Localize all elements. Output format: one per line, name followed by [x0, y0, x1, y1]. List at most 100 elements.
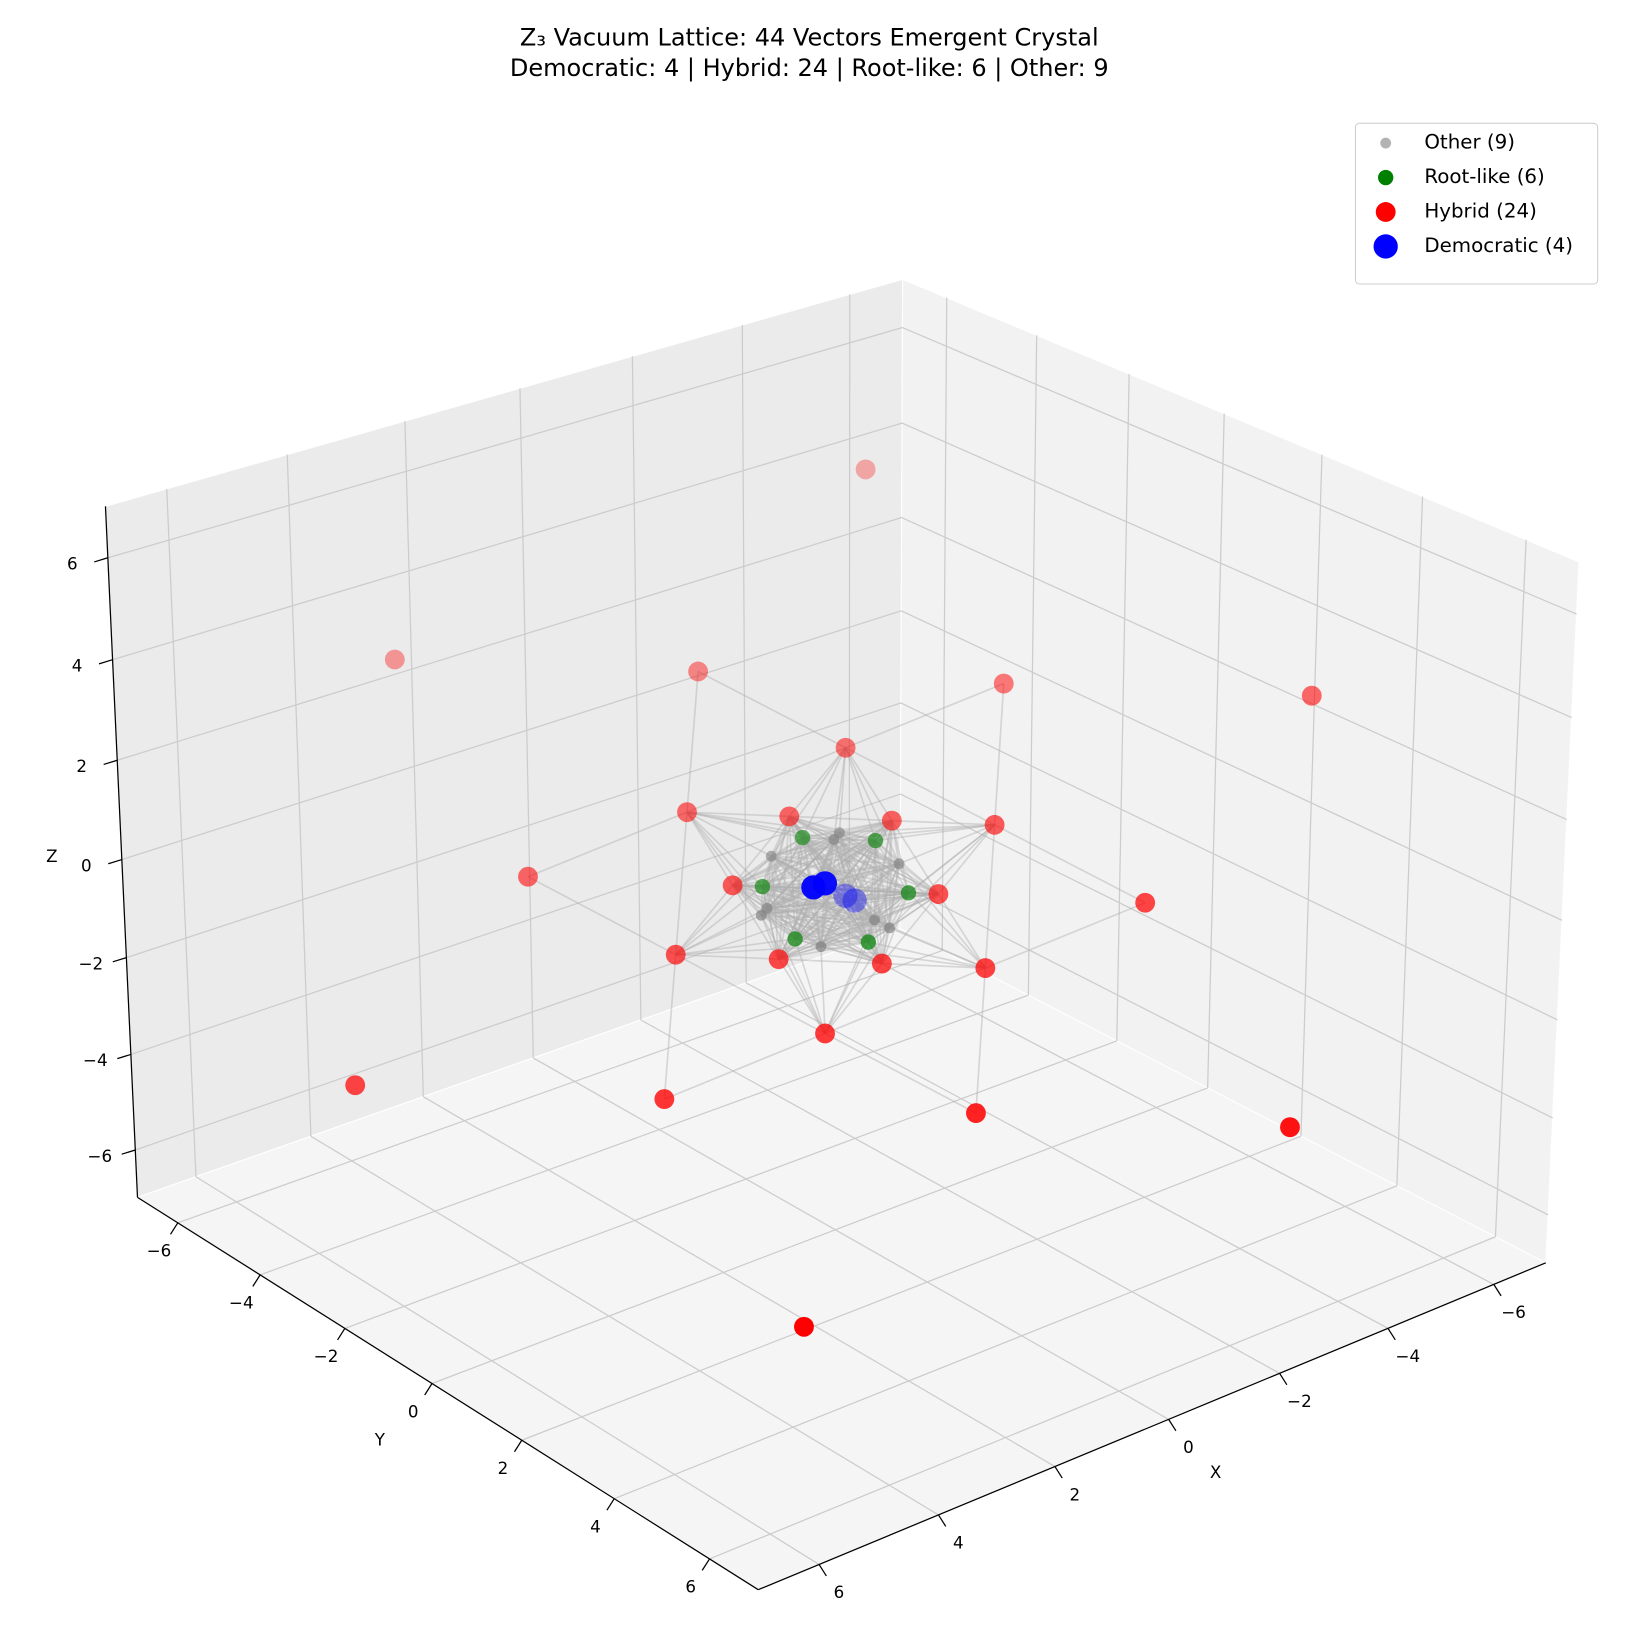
grid-line: [901, 422, 1572, 719]
connection: [761, 914, 869, 943]
grid-line: [422, 1096, 1056, 1468]
connection: [838, 832, 891, 929]
connection: [675, 884, 734, 956]
grid-line: [431, 1087, 1208, 1385]
connection: [686, 811, 803, 839]
connection: [732, 815, 790, 886]
x-tick: [1054, 1466, 1063, 1479]
connection: [824, 862, 900, 885]
connection: [663, 954, 677, 1100]
connection: [845, 895, 856, 902]
legend-box: [1354, 122, 1599, 285]
connection: [845, 682, 1005, 749]
legend-marker: [1375, 202, 1396, 222]
connection: [874, 840, 891, 929]
connection: [820, 895, 847, 947]
connection: [833, 839, 856, 901]
grid-line: [121, 610, 902, 861]
connection: [844, 895, 883, 964]
connection: [732, 836, 804, 887]
connection: [761, 914, 890, 929]
connection: [732, 884, 855, 902]
z-tick: [117, 1053, 132, 1060]
connection: [731, 884, 780, 960]
z-tick: [112, 957, 127, 963]
grid-line: [310, 1135, 939, 1516]
connection: [853, 840, 877, 901]
connection: [766, 899, 855, 910]
connection: [820, 927, 890, 948]
connection: [770, 855, 822, 947]
y-tick: [337, 1328, 346, 1341]
point: [801, 875, 826, 900]
connection: [766, 907, 822, 948]
connection: [874, 824, 996, 921]
point: [384, 649, 405, 670]
connection: [686, 811, 762, 916]
grid-line: [166, 488, 197, 1177]
connection: [891, 820, 940, 895]
point: [1280, 1117, 1300, 1138]
connection: [824, 882, 883, 965]
connection: [881, 820, 893, 964]
point: [871, 953, 892, 974]
connection: [833, 824, 995, 841]
connection: [760, 832, 841, 916]
connection: [854, 863, 900, 902]
point: [835, 737, 856, 758]
point: [833, 883, 858, 908]
grid-line: [259, 994, 1029, 1276]
connection: [838, 832, 910, 894]
connection: [760, 837, 804, 916]
x-tick: [818, 1564, 827, 1577]
connection: [788, 816, 796, 939]
grid-line: [130, 793, 901, 1056]
x-axis-label: X: [1210, 1462, 1221, 1482]
connection: [888, 863, 900, 928]
x-tick: [1387, 1327, 1396, 1341]
connection: [888, 820, 893, 928]
connection: [760, 914, 883, 965]
connection: [844, 820, 893, 897]
connection: [875, 824, 995, 842]
connection: [802, 819, 892, 839]
connection: [824, 967, 986, 1035]
connection: [771, 855, 900, 865]
connection: [686, 811, 790, 818]
connection: [788, 815, 909, 894]
connection: [778, 895, 847, 960]
connection: [766, 907, 890, 929]
connection: [839, 831, 939, 895]
point: [1135, 892, 1156, 913]
connection: [801, 747, 847, 838]
connection: [854, 893, 939, 902]
connection: [794, 895, 847, 940]
z-tick-label: 6: [67, 554, 78, 574]
point: [1301, 685, 1322, 706]
connection: [907, 892, 986, 969]
x-tick-label: 2: [1069, 1484, 1080, 1504]
connection: [820, 945, 883, 965]
connection: [788, 816, 815, 888]
x-tick-label: −2: [1287, 1391, 1312, 1411]
legend-marker: [1378, 169, 1394, 186]
grid-line: [709, 1236, 1496, 1560]
connection: [766, 839, 835, 909]
connection: [824, 963, 883, 1034]
point: [984, 814, 1005, 835]
connection: [794, 919, 875, 940]
connection: [761, 832, 840, 888]
connection: [788, 815, 900, 865]
grid-line: [745, 982, 1389, 1329]
grid-line: [117, 516, 902, 761]
y-tick: [701, 1558, 711, 1571]
point: [654, 1089, 675, 1110]
connection: [824, 882, 870, 943]
point: [765, 850, 777, 862]
connection: [802, 836, 909, 894]
grid-line: [112, 422, 903, 661]
legend: Other (9) Root-like (6) Hybrid (24) Democra…: [1354, 122, 1599, 285]
connection: [761, 886, 822, 948]
connection: [833, 839, 847, 896]
y-tick: [252, 1274, 261, 1287]
